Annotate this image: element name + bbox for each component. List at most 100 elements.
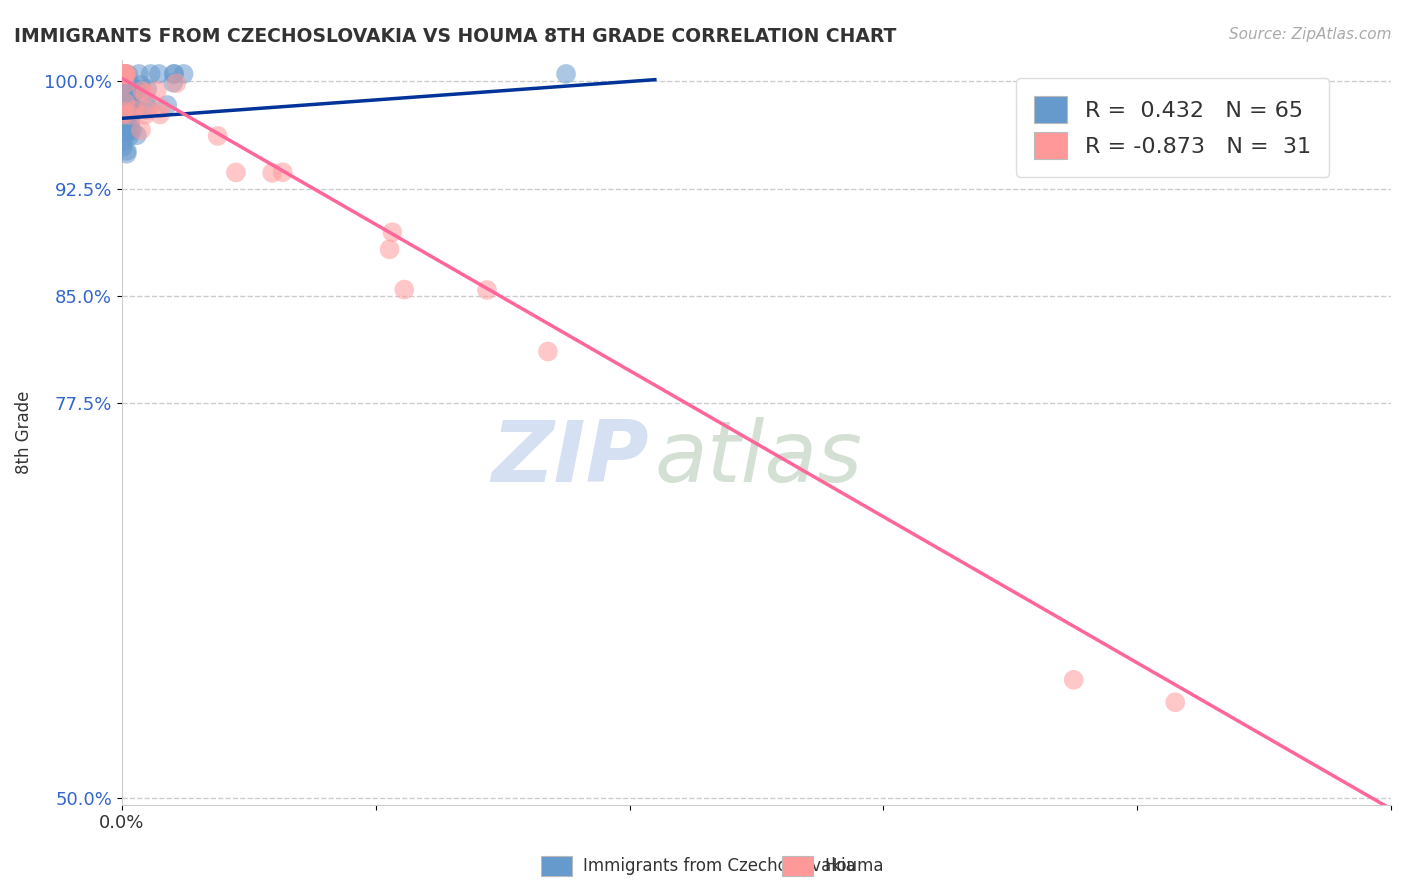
Point [120,115,142,129]
Point [114,77,136,91]
Point [136,103,159,118]
Point [271,165,294,179]
Point [148,67,170,81]
Point [122,86,145,100]
Text: Houma: Houma [824,857,883,875]
Point [115,116,138,130]
Point [120,122,142,136]
Point [114,95,136,110]
Point [114,104,136,119]
Point [128,67,150,81]
Y-axis label: 8th Grade: 8th Grade [15,391,32,474]
Point [115,97,138,112]
Point [124,103,146,117]
Point [207,128,229,143]
Point [136,82,159,96]
Point [112,67,135,81]
Point [394,283,416,297]
Point [118,78,141,92]
Point [163,67,186,81]
Point [114,113,136,128]
Point [378,242,401,256]
Point [118,129,141,144]
Point [112,98,135,112]
Point [112,106,135,120]
Point [125,128,148,143]
Point [112,108,135,122]
Point [162,76,184,90]
Point [114,89,136,103]
Point [146,84,169,98]
Point [112,115,135,129]
Point [131,84,153,98]
Point [117,98,139,112]
Point [134,87,156,101]
Point [114,118,136,132]
Point [112,116,135,130]
Point [112,89,135,103]
Point [149,102,172,116]
Point [1164,695,1187,709]
Point [1063,673,1085,687]
Point [117,68,139,82]
Point [112,76,135,90]
Point [118,95,141,109]
Point [112,139,135,153]
Point [114,125,136,139]
Point [165,76,187,90]
Point [381,225,404,239]
Point [225,165,247,179]
Point [114,109,136,123]
Point [173,67,195,81]
Point [129,123,152,137]
Point [139,67,162,81]
Point [114,67,136,81]
Point [121,124,143,138]
Point [555,67,578,81]
Point [112,109,135,123]
Point [114,120,136,134]
Point [125,83,148,97]
Point [163,67,186,81]
Point [112,72,135,87]
Point [115,125,138,139]
Text: ZIP: ZIP [491,417,648,500]
Text: Source: ZipAtlas.com: Source: ZipAtlas.com [1229,27,1392,42]
Text: Immigrants from Czechoslovakia: Immigrants from Czechoslovakia [583,857,856,875]
Point [138,101,160,115]
Point [117,112,139,126]
Point [134,108,156,122]
Point [475,283,498,297]
Point [118,108,141,122]
Point [129,78,152,92]
Point [112,113,135,128]
Point [114,76,136,90]
Point [115,92,138,106]
Text: IMMIGRANTS FROM CZECHOSLOVAKIA VS HOUMA 8TH GRADE CORRELATION CHART: IMMIGRANTS FROM CZECHOSLOVAKIA VS HOUMA … [14,27,897,45]
Point [112,134,135,148]
Point [114,67,136,81]
Point [112,110,135,124]
Text: atlas: atlas [655,417,863,500]
Point [120,103,142,117]
Point [114,95,136,110]
Point [118,108,141,122]
Point [114,74,136,88]
Point [120,91,142,105]
Legend: R =  0.432   N = 65, R = -0.873   N =  31: R = 0.432 N = 65, R = -0.873 N = 31 [1017,78,1329,177]
Point [537,344,560,359]
Point [115,67,138,81]
Point [135,97,157,112]
Point [149,107,172,121]
Point [115,120,138,134]
Point [114,67,136,81]
Point [114,98,136,112]
Point [127,103,149,117]
Point [114,76,136,90]
Point [112,67,135,81]
Point [262,166,284,180]
Point [156,98,179,112]
Point [112,112,135,127]
Point [114,103,136,118]
Point [115,144,138,158]
